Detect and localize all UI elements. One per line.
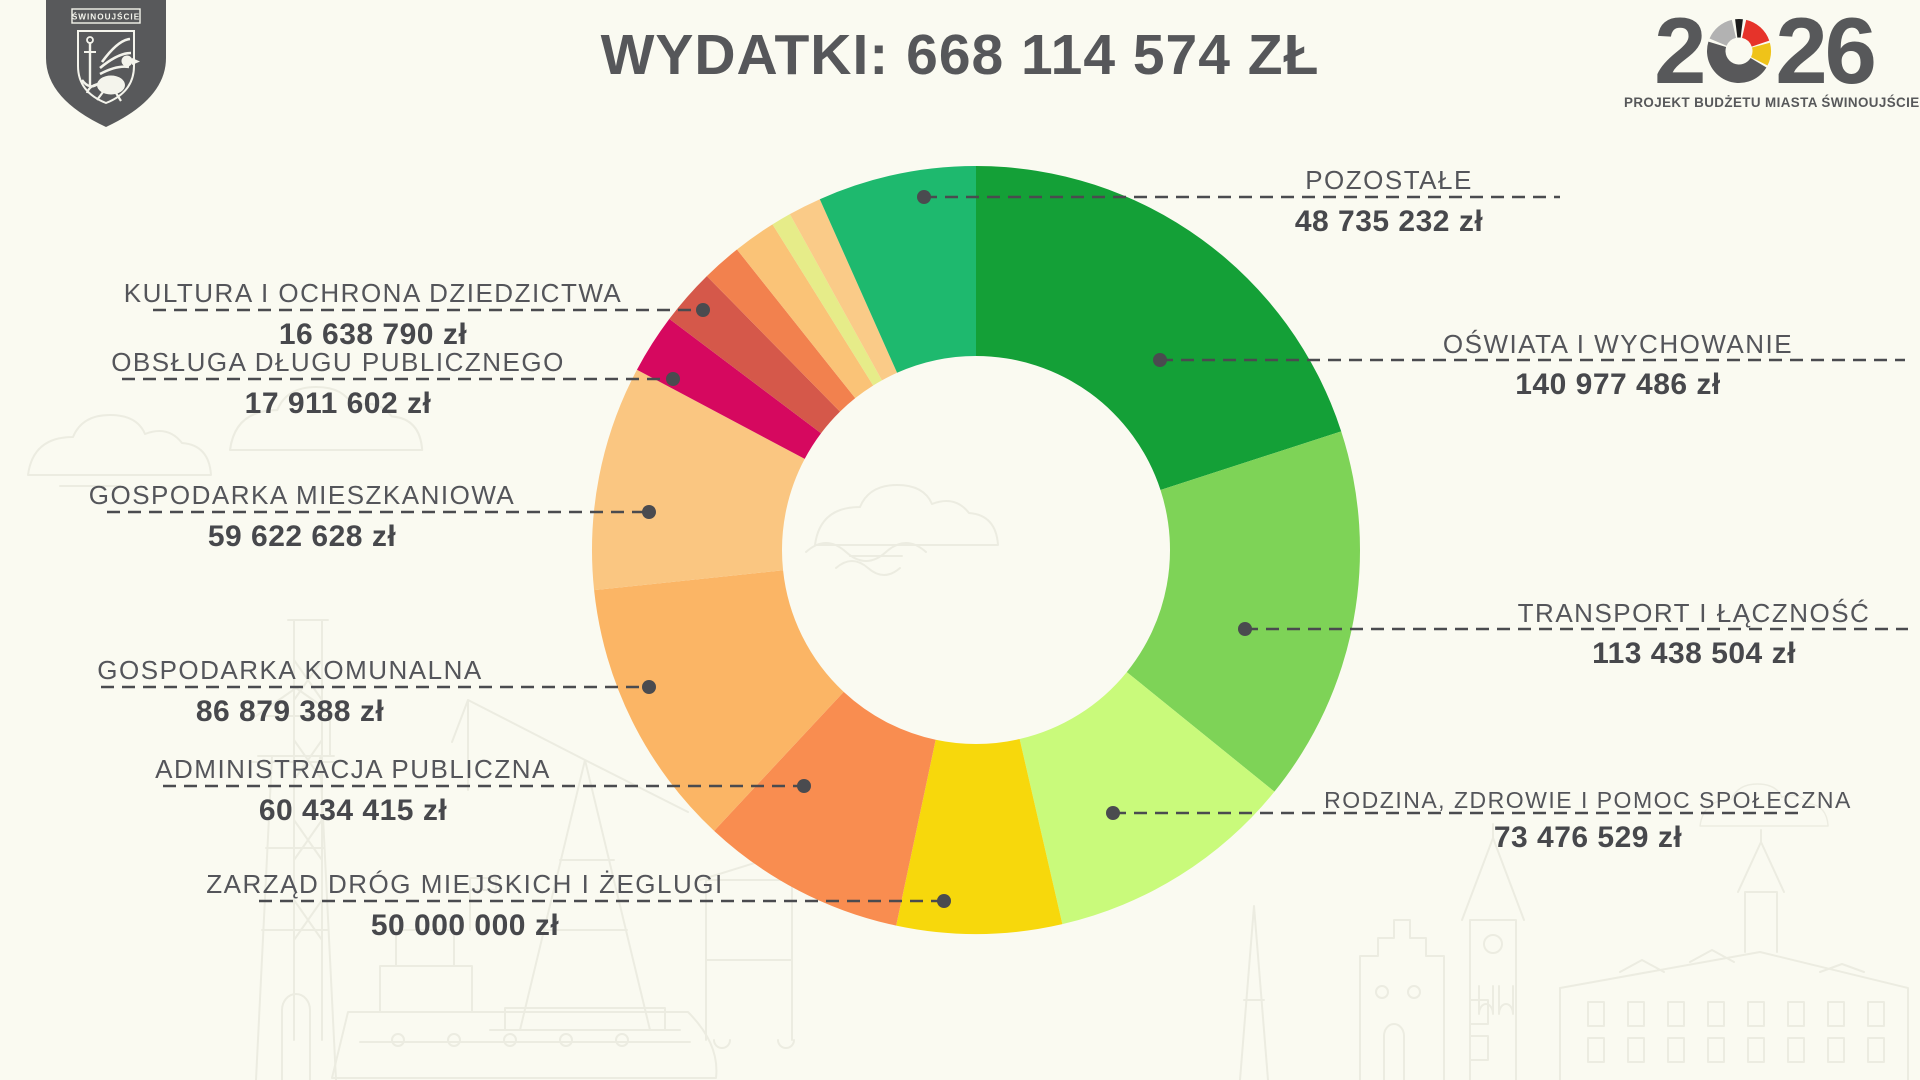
donut-segment-pozostałe: [819, 166, 976, 373]
leader-dot-oswiata: [1153, 353, 1167, 367]
category-value-komunalna: 86 879 388 zł: [195, 695, 385, 728]
donut-segment-obsługa-długu-publicznego: [636, 318, 822, 459]
city-crest: ŚWINOUJŚCIE: [44, 0, 168, 137]
logo-ring-segment-3: [1707, 41, 1767, 83]
window-icon: [1667, 1037, 1685, 1063]
donut-segment-detail-12: [789, 199, 898, 381]
category-value-zarzad-drog: 50 000 000 zł: [370, 909, 560, 942]
logo-ring-segment-4: [1709, 19, 1737, 46]
donut-segment-rodzina-zdrowie-i-pomoc-społeczna: [1019, 672, 1275, 925]
leader-dot-kultura: [696, 303, 710, 317]
crest-shield-outline: [77, 30, 135, 105]
window-icon: [1707, 1037, 1725, 1063]
window-icon: [1627, 1037, 1645, 1063]
window-icon: [1587, 1037, 1605, 1063]
category-value-administracja: 60 434 415 zł: [258, 794, 448, 827]
griffin-icon: [81, 36, 140, 102]
ship-icon: [331, 877, 718, 1079]
logo-digits: 26: [1775, 0, 1877, 103]
window-icon: [1867, 1037, 1885, 1063]
logo-ring-segment-1: [1742, 19, 1770, 47]
category-name-pozostale: POZOSTAŁE: [1305, 165, 1473, 195]
category-value-obsluga-dlugu: 17 911 602 zł: [244, 387, 432, 420]
window-icon: [1469, 1035, 1489, 1061]
window-icon: [1747, 1037, 1765, 1063]
donut-segment-gospodarka-komunalna: [594, 570, 844, 831]
crest-city-name: ŚWINOUJŚCIE: [72, 11, 140, 22]
window-icon: [1707, 1001, 1725, 1027]
category-value-oswiata: 140 977 486 zł: [1515, 368, 1721, 401]
donut-segment-detail-10: [736, 224, 874, 399]
leader-dot-mieszkaniowa: [642, 505, 656, 519]
leader-dot-transport: [1238, 622, 1252, 636]
wave-icon: [805, 542, 927, 576]
logo-ring-chart-icon: [1707, 18, 1772, 83]
donut-segments: [592, 166, 1360, 935]
window-icon: [1827, 1037, 1845, 1063]
category-name-rodzina: RODZINA, ZDROWIE I POMOC SPOŁECZNA: [1324, 787, 1852, 813]
window-icon: [1787, 1001, 1805, 1027]
window-icon: [1667, 1001, 1685, 1027]
window-icon: [1627, 1001, 1645, 1027]
donut-segment-oświata-i-wychowanie: [976, 166, 1342, 491]
logo-ring-segment-0: [1735, 18, 1744, 38]
logo-year: 2 26: [1624, 0, 1904, 103]
donut-segment-gospodarka-mieszkaniowa: [592, 369, 805, 591]
donut-segment-zarząd-dróg-miejskich-i-żeglugi: [896, 739, 1063, 935]
window-icon: [1587, 1001, 1605, 1027]
lattice-tower-icon: [287, 619, 329, 1041]
donut-segment-transport-i-łączność: [1126, 431, 1360, 792]
budget-2026-logo: 2 26 PROJEKT BUDŻETU MIASTA ŚWINOUJŚCIE: [1624, 0, 1920, 111]
donut-segment-kultura-i-ochrona-dziedzictwa: [669, 276, 841, 434]
category-name-administracja: ADMINISTRACJA PUBLICZNA: [155, 754, 551, 784]
category-name-obsluga-dlugu: OBSŁUGA DŁUGU PUBLICZNEGO: [111, 347, 565, 377]
category-name-komunalna: GOSPODARKA KOMUNALNA: [97, 655, 483, 685]
church-icon: [1239, 823, 1525, 1080]
category-value-pozostale: 48 735 232 zł: [1294, 205, 1484, 238]
leader-dot-administracja: [797, 779, 811, 793]
page-title: WYDATKI: 668 114 574 ZŁ: [600, 23, 1320, 87]
logo-subtitle: PROJEKT BUDŻETU MIASTA ŚWINOUJŚCIE: [1624, 95, 1920, 110]
category-name-zarzad-drog: ZARZĄD DRÓG MIEJSKICH I ŻEGLUGI: [206, 869, 724, 899]
category-value-kultura: 16 638 790 zł: [278, 318, 468, 351]
donut-segment-administracja-publiczna: [714, 691, 936, 926]
window-icon: [1867, 1001, 1885, 1027]
category-value-transport: 113 438 504 zł: [1592, 637, 1796, 670]
leader-dot-obsluga-dlugu: [666, 372, 680, 386]
window-icon: [1747, 1001, 1765, 1027]
category-name-mieszkaniowa: GOSPODARKA MIESZKANIOWA: [88, 480, 516, 510]
leader-dot-pozostale: [917, 190, 931, 204]
category-name-kultura: KULTURA I OCHRONA DZIEDZICTWA: [123, 278, 623, 308]
leader-dot-zarzad-drog: [937, 894, 951, 908]
window-icon: [1787, 1037, 1805, 1063]
category-value-rodzina: 73 476 529 zł: [1493, 821, 1683, 854]
leader-dot-rodzina: [1106, 806, 1120, 820]
logo-digit: 2: [1654, 0, 1706, 103]
donut-segment-detail-9: [706, 249, 856, 412]
leader-dot-komunalna: [642, 680, 656, 694]
town-hall-icon: [1469, 829, 1909, 1080]
logo-ring-segment-2: [1751, 42, 1772, 66]
category-name-oswiata: OŚWIATA I WYCHOWANIE: [1442, 329, 1794, 359]
category-name-transport: TRANSPORT I ŁĄCZNOŚĆ: [1517, 598, 1871, 628]
donut-segment-detail-11: [772, 214, 882, 386]
leader-lines: [101, 190, 1908, 908]
category-value-mieszkaniowa: 59 622 628 zł: [207, 520, 397, 553]
window-icon: [1469, 999, 1489, 1025]
window-icon: [1827, 1001, 1845, 1027]
